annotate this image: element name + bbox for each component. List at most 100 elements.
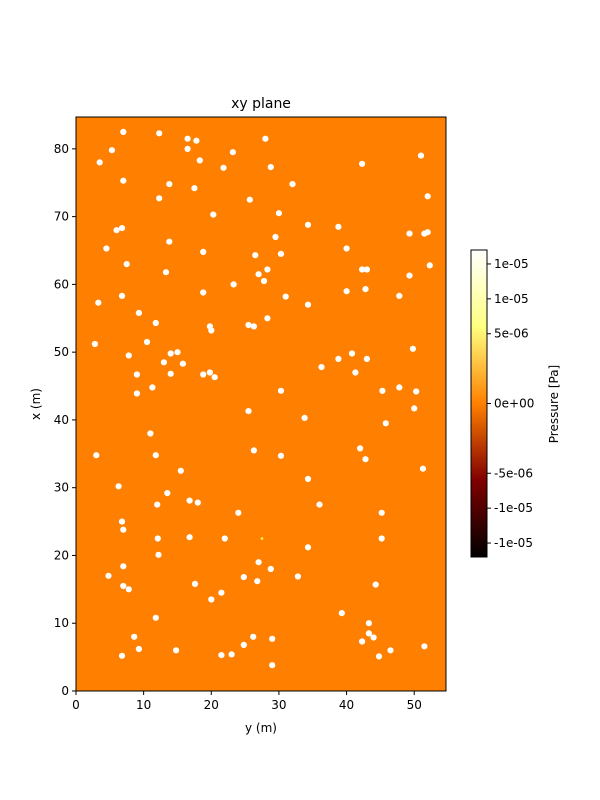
obstacle [316,501,323,508]
obstacle [362,286,369,293]
obstacle [177,467,184,474]
obstacle [155,551,162,558]
obstacle [343,288,350,295]
obstacle [152,614,159,621]
obstacle [229,149,236,156]
obstacle [245,321,252,329]
obstacle [275,210,282,217]
obstacle [160,359,167,366]
obstacle [260,277,268,285]
obstacle [379,387,386,394]
y-tick-label: 80 [54,142,69,156]
chart-title: xy plane [231,96,291,112]
obstacle [152,319,159,327]
obstacle [267,164,274,171]
obstacle [200,289,207,296]
obstacle [277,452,285,459]
obstacle [277,250,285,257]
obstacle [194,499,201,506]
obstacle [167,350,174,357]
x-axis: 0 10 20 30 40 50 [72,691,422,712]
obstacle [143,338,151,346]
obstacle [245,408,252,415]
obstacle [120,526,127,533]
obstacle [387,647,394,654]
obstacle [426,262,433,269]
y-tick-label: 0 [61,684,69,698]
obstacle [184,145,191,152]
x-axis-label: y (m) [245,721,277,735]
obstacle [218,652,225,659]
obstacle [152,452,159,459]
obstacle [133,371,140,378]
y-tick-label: 30 [54,481,69,495]
obstacle [363,266,370,273]
obstacle [352,369,359,376]
obstacle [179,360,186,367]
obstacle [424,229,431,236]
obstacle [406,230,413,237]
obstacle [372,581,379,588]
obstacle [208,596,215,603]
obstacle [250,633,257,640]
x-tick-label: 10 [136,698,151,712]
y-axis-label: x (m) [29,388,43,420]
obstacle [269,662,276,669]
y-tick-label: 40 [54,413,69,427]
obstacle [131,633,138,640]
obstacle [95,299,102,306]
x-tick-label: 40 [339,698,354,712]
obstacle [240,641,247,649]
obstacle [135,309,142,316]
obstacle [304,301,312,308]
obstacle [191,185,198,192]
obstacle [421,643,428,650]
obstacle [93,452,100,459]
obstacle [255,559,262,566]
obstacle [154,535,161,542]
obstacle [304,475,312,482]
obstacle [365,620,372,627]
obstacle [186,497,193,504]
obstacle [118,518,126,525]
colorbar: 1e-05 1e-05 5e-06 0e+00 -5e-06 -1e-05 -1e-05 P… [470,249,561,558]
obstacle [191,580,199,588]
obstacle [338,610,345,617]
colorbar-tick-label: -5e-06 [494,466,533,480]
x-tick-label: 20 [204,698,219,712]
plot-area [75,116,447,692]
obstacle [255,271,262,278]
obstacle [359,266,366,273]
obstacle [125,586,132,593]
obstacle [240,574,247,581]
obstacle [396,384,403,391]
obstacle [294,573,301,580]
obstacle [264,266,271,273]
obstacle [272,233,279,241]
source-point [260,537,264,540]
obstacle-group [91,128,433,669]
obstacle [252,252,259,259]
obstacle [123,261,130,268]
y-tick-label: 50 [54,345,69,359]
obstacle [156,195,163,202]
obstacle [264,315,271,322]
obstacle [206,369,213,376]
obstacle [406,272,413,279]
obstacle [413,388,420,395]
y-tick-label: 20 [54,548,69,562]
x-tick-label: 50 [407,698,422,712]
obstacle [382,420,389,427]
obstacle [186,534,193,541]
obstacle [196,157,203,164]
obstacle [105,572,112,579]
colorbar-label: Pressure [Pa] [547,365,561,443]
obstacle [147,430,154,437]
obstacle [162,269,170,276]
colorbar-ticks: 1e-05 1e-05 5e-06 0e+00 -5e-06 -1e-05 -1e-05 [487,257,534,550]
obstacle [208,327,215,334]
obstacle [282,293,289,300]
obstacle [96,159,103,166]
obstacle [211,374,218,381]
obstacle [318,364,325,371]
